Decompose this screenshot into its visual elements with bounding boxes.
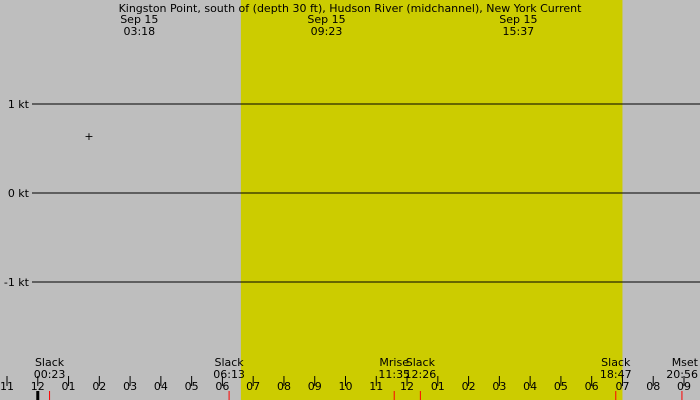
event-label: Slack: [214, 356, 244, 369]
hour-tick-label: 02: [462, 380, 476, 393]
x-axis-ticks: 11 12 01 02 03 04 05 06 07 08 09 10 11 12 01 02 03 04 05 06…: [0, 376, 691, 400]
header-time: 09:23: [311, 25, 343, 38]
event-time: 11:35: [378, 368, 410, 381]
daylight-band: [240, 0, 623, 400]
y-reference-lines: [32, 103, 700, 283]
event-label: Slack: [35, 356, 65, 369]
plus-marker: +: [84, 130, 93, 143]
header-date: Sep 15: [499, 13, 537, 26]
event-time: 18:47: [600, 368, 632, 381]
hour-tick-label: 05: [185, 380, 199, 393]
hour-tick-label: 08: [277, 380, 291, 393]
hour-tick-label: 07: [615, 380, 629, 393]
hour-tick-label: 01: [431, 380, 445, 393]
hour-tick-label: 12: [400, 380, 414, 393]
y-tick-label: 1 kt: [8, 98, 30, 111]
hour-tick-label: 02: [92, 380, 106, 393]
y-tick-label: -1 kt: [4, 276, 30, 289]
hour-tick-label: 06: [585, 380, 599, 393]
hour-tick-label: 06: [215, 380, 229, 393]
chart-title: Kingston Point, south of (depth 30 ft), …: [119, 2, 583, 15]
y-tick-label: 0 kt: [8, 187, 30, 200]
event-time: 00:23: [34, 368, 66, 381]
header-date: Sep 15: [307, 13, 345, 26]
hour-tick-label: 10: [339, 380, 353, 393]
hour-tick-label: 05: [554, 380, 568, 393]
event-label: Slack: [406, 356, 436, 369]
header-time: 15:37: [502, 25, 534, 38]
event-label: Slack: [601, 356, 631, 369]
hour-tick-label: 04: [523, 380, 537, 393]
hour-tick-label: 03: [492, 380, 506, 393]
event-label: Mrise: [379, 356, 409, 369]
hour-tick-label: 09: [677, 380, 691, 393]
hour-tick-label: 03: [123, 380, 137, 393]
header-time: 03:18: [123, 25, 155, 38]
hour-tick-label: 11: [369, 380, 383, 393]
hour-tick-label: 09: [308, 380, 322, 393]
event-time: 12:26: [405, 368, 437, 381]
event-label: Mset: [672, 356, 699, 369]
event-time: 06:13: [213, 368, 245, 381]
y-tick-labels: 1 kt 0 kt -1 kt: [4, 98, 30, 289]
event-time: 20:56: [666, 368, 698, 381]
hour-tick-label: 08: [646, 380, 660, 393]
hour-tick-label: 01: [62, 380, 76, 393]
header-date: Sep 15: [120, 13, 158, 26]
hour-tick-label: 11: [0, 380, 14, 393]
hour-tick-label: 12: [31, 380, 45, 393]
hour-tick-label: 07: [246, 380, 260, 393]
event-markers: Slack00:23Slack06:13Mrise11:35Slack12:26…: [34, 356, 699, 400]
hour-tick-label: 04: [154, 380, 168, 393]
